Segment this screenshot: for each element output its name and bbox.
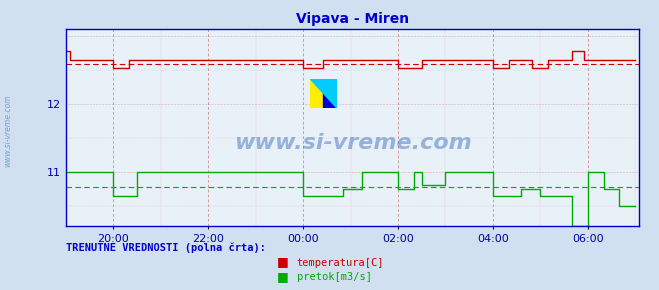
Title: Vipava - Miren: Vipava - Miren bbox=[296, 12, 409, 26]
Text: ■: ■ bbox=[277, 270, 289, 283]
Text: ■: ■ bbox=[277, 255, 289, 268]
Bar bbox=[310, 79, 324, 108]
Bar bbox=[324, 79, 337, 108]
Text: TRENUTNE VREDNOSTI (polna črta):: TRENUTNE VREDNOSTI (polna črta): bbox=[66, 242, 266, 253]
Text: www.si-vreme.com: www.si-vreme.com bbox=[3, 94, 13, 167]
Text: www.si-vreme.com: www.si-vreme.com bbox=[234, 133, 471, 153]
Text: temperatura[C]: temperatura[C] bbox=[297, 258, 384, 268]
Polygon shape bbox=[310, 79, 337, 108]
Text: pretok[m3/s]: pretok[m3/s] bbox=[297, 272, 372, 282]
